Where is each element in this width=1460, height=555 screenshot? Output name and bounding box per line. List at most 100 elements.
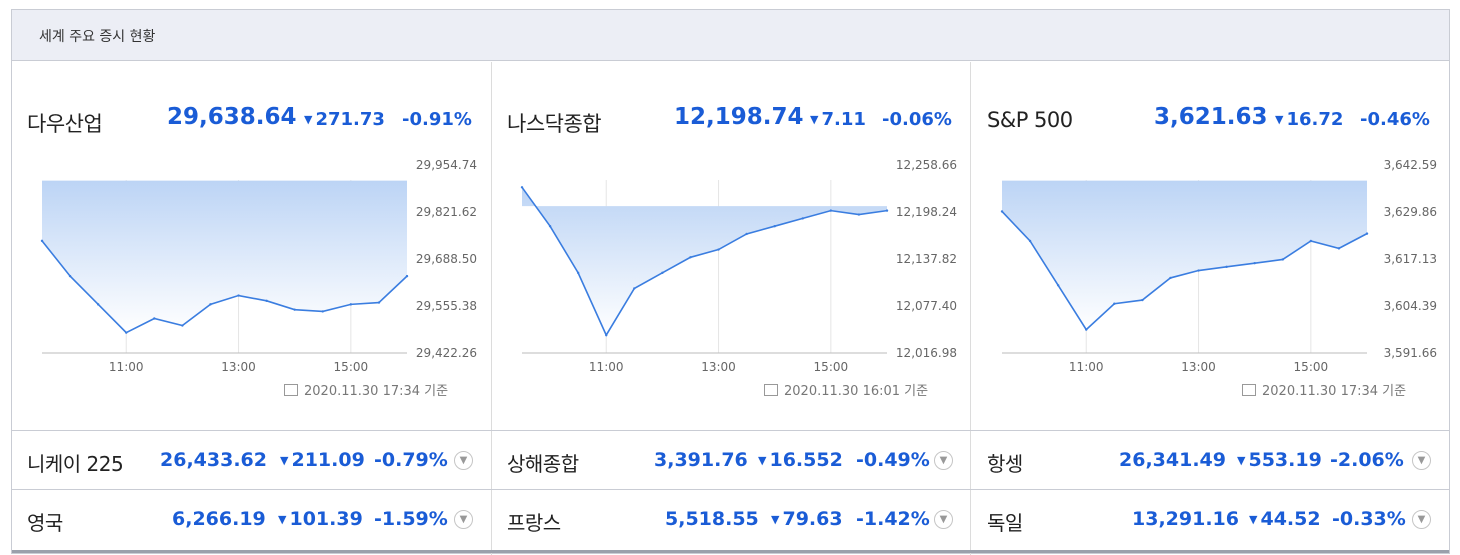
index-percent: -0.33% [1332, 508, 1406, 530]
y-tick-label: 29,688.50 [416, 252, 477, 266]
y-tick-label: 12,016.98 [896, 346, 957, 360]
column-divider [491, 62, 492, 555]
widget-header: 세계 주요 증시 현황 [12, 10, 1449, 61]
data-point [1337, 247, 1341, 250]
index-chart: 3,642.59 3,629.86 3,617.13 3,604.39 3,591.66… [1000, 158, 1437, 374]
index-row-nikkei[interactable]: 니케이 225 26,433.62 ▼ 211.09 -0.79% ▼ [12, 431, 491, 489]
data-point [1028, 239, 1032, 243]
timestamp: 2020.11.30 17:34 기준 [284, 380, 448, 399]
chevron-down-icon[interactable]: ▼ [454, 510, 473, 529]
data-point [377, 301, 381, 304]
index-percent: -0.91% [402, 109, 472, 130]
data-point [885, 209, 889, 212]
index-panel-sp500[interactable]: S&P 500 3,621.63 ▼ 16.72 -0.46% 3,642.59 3… [972, 62, 1451, 434]
index-change: ▼ 553.19 [1237, 449, 1322, 471]
down-triangle-icon: ▼ [1275, 113, 1284, 126]
down-triangle-icon: ▼ [1249, 513, 1258, 526]
data-point [717, 248, 720, 251]
calendar-icon [284, 384, 298, 396]
index-row-hangseng[interactable]: 항셍 26,341.49 ▼ 553.19 -2.06% ▼ [972, 431, 1451, 489]
data-point [237, 294, 240, 297]
data-point [576, 271, 580, 275]
index-name: 나스닥종합 [507, 112, 602, 136]
down-triangle-icon: ▼ [278, 513, 287, 526]
down-triangle-icon: ▼ [810, 113, 819, 126]
data-point [801, 217, 804, 220]
chevron-down-icon[interactable]: ▼ [934, 451, 953, 470]
index-percent: -1.59% [374, 508, 448, 530]
y-tick-label: 3,604.39 [1384, 299, 1437, 313]
data-point [40, 239, 44, 243]
data-point [1000, 210, 1004, 213]
column-divider [970, 62, 971, 555]
index-panel-nasdaq[interactable]: 나스닥종합 12,198.74 ▼ 7.11 -0.06% 12,258.66 12… [492, 62, 971, 434]
index-percent: -0.49% [856, 449, 930, 471]
data-point [689, 256, 692, 259]
chevron-down-icon[interactable]: ▼ [1412, 510, 1431, 529]
chevron-down-icon[interactable]: ▼ [934, 510, 953, 529]
index-change: ▼ 16.72 [1275, 109, 1344, 130]
index-row-uk[interactable]: 영국 6,266.19 ▼ 101.39 -1.59% ▼ [12, 490, 491, 548]
data-point [68, 274, 72, 278]
index-change: ▼ 44.52 [1249, 508, 1321, 530]
row-divider [12, 430, 1449, 431]
data-point [857, 213, 861, 216]
y-tick-label: 29,422.26 [416, 346, 477, 360]
index-value: 29,638.64 [167, 104, 297, 130]
index-change: ▼ 79.63 [771, 508, 843, 530]
data-point [829, 209, 833, 212]
widget-title: 세계 주요 증시 현황 [39, 29, 156, 45]
down-triangle-icon: ▼ [1237, 454, 1246, 467]
index-row-france[interactable]: 프랑스 5,518.55 ▼ 79.63 -1.42% ▼ [492, 490, 971, 548]
index-change: ▼ 101.39 [278, 508, 363, 530]
data-point [1281, 258, 1284, 261]
data-point [1365, 232, 1369, 235]
x-tick-label: 13:00 [1181, 360, 1216, 374]
index-value: 3,391.76 [654, 449, 748, 471]
index-value: 6,266.19 [172, 508, 266, 530]
index-percent: -2.06% [1330, 449, 1404, 471]
bottom-border [12, 550, 1449, 553]
y-tick-label: 12,258.66 [896, 158, 957, 172]
data-point [1141, 298, 1144, 302]
index-value: 5,518.55 [665, 508, 759, 530]
data-point [349, 303, 353, 306]
data-point [1309, 239, 1313, 243]
data-point [153, 317, 156, 320]
index-value: 26,341.49 [1119, 449, 1226, 471]
index-name: 다우산업 [27, 112, 103, 136]
y-tick-label: 12,077.40 [896, 299, 957, 313]
index-name: 항셍 [987, 452, 1023, 476]
data-point [1197, 269, 1200, 272]
down-triangle-icon: ▼ [771, 513, 780, 526]
data-point [1113, 302, 1116, 305]
series-line [521, 186, 888, 337]
chevron-down-icon[interactable]: ▼ [1412, 451, 1431, 470]
index-percent: -1.42% [856, 508, 930, 530]
index-row-shanghai[interactable]: 상해종합 3,391.76 ▼ 16.552 -0.49% ▼ [492, 431, 971, 489]
area-fill [1002, 180, 1367, 330]
y-tick-label: 3,642.59 [1384, 158, 1437, 172]
index-row-germany[interactable]: 독일 13,291.16 ▼ 44.52 -0.33% ▼ [972, 490, 1451, 548]
down-triangle-icon: ▼ [758, 454, 767, 467]
index-percent: -0.46% [1360, 109, 1430, 130]
calendar-icon [1242, 384, 1256, 396]
index-name: 프랑스 [507, 511, 561, 535]
data-point [1169, 276, 1172, 280]
data-point [293, 308, 296, 311]
y-tick-label: 29,555.38 [416, 299, 477, 313]
x-tick-label: 15:00 [334, 360, 369, 374]
down-triangle-icon: ▼ [280, 454, 289, 467]
index-change: ▼ 271.73 [304, 109, 385, 130]
y-tick-label: 3,591.66 [1384, 346, 1437, 360]
timestamp: 2020.11.30 16:01 기준 [764, 380, 928, 399]
index-percent: -0.06% [882, 109, 952, 130]
x-tick-label: 13:00 [701, 360, 736, 374]
y-tick-label: 29,954.74 [416, 158, 477, 172]
series-line [1001, 210, 1368, 331]
data-point [548, 224, 552, 228]
chevron-down-icon[interactable]: ▼ [454, 451, 473, 470]
index-panel-dow[interactable]: 다우산업 29,638.64 ▼ 271.73 -0.91% 29,954.74 2… [12, 62, 491, 434]
index-name: 상해종합 [507, 452, 579, 476]
x-tick-label: 13:00 [221, 360, 256, 374]
